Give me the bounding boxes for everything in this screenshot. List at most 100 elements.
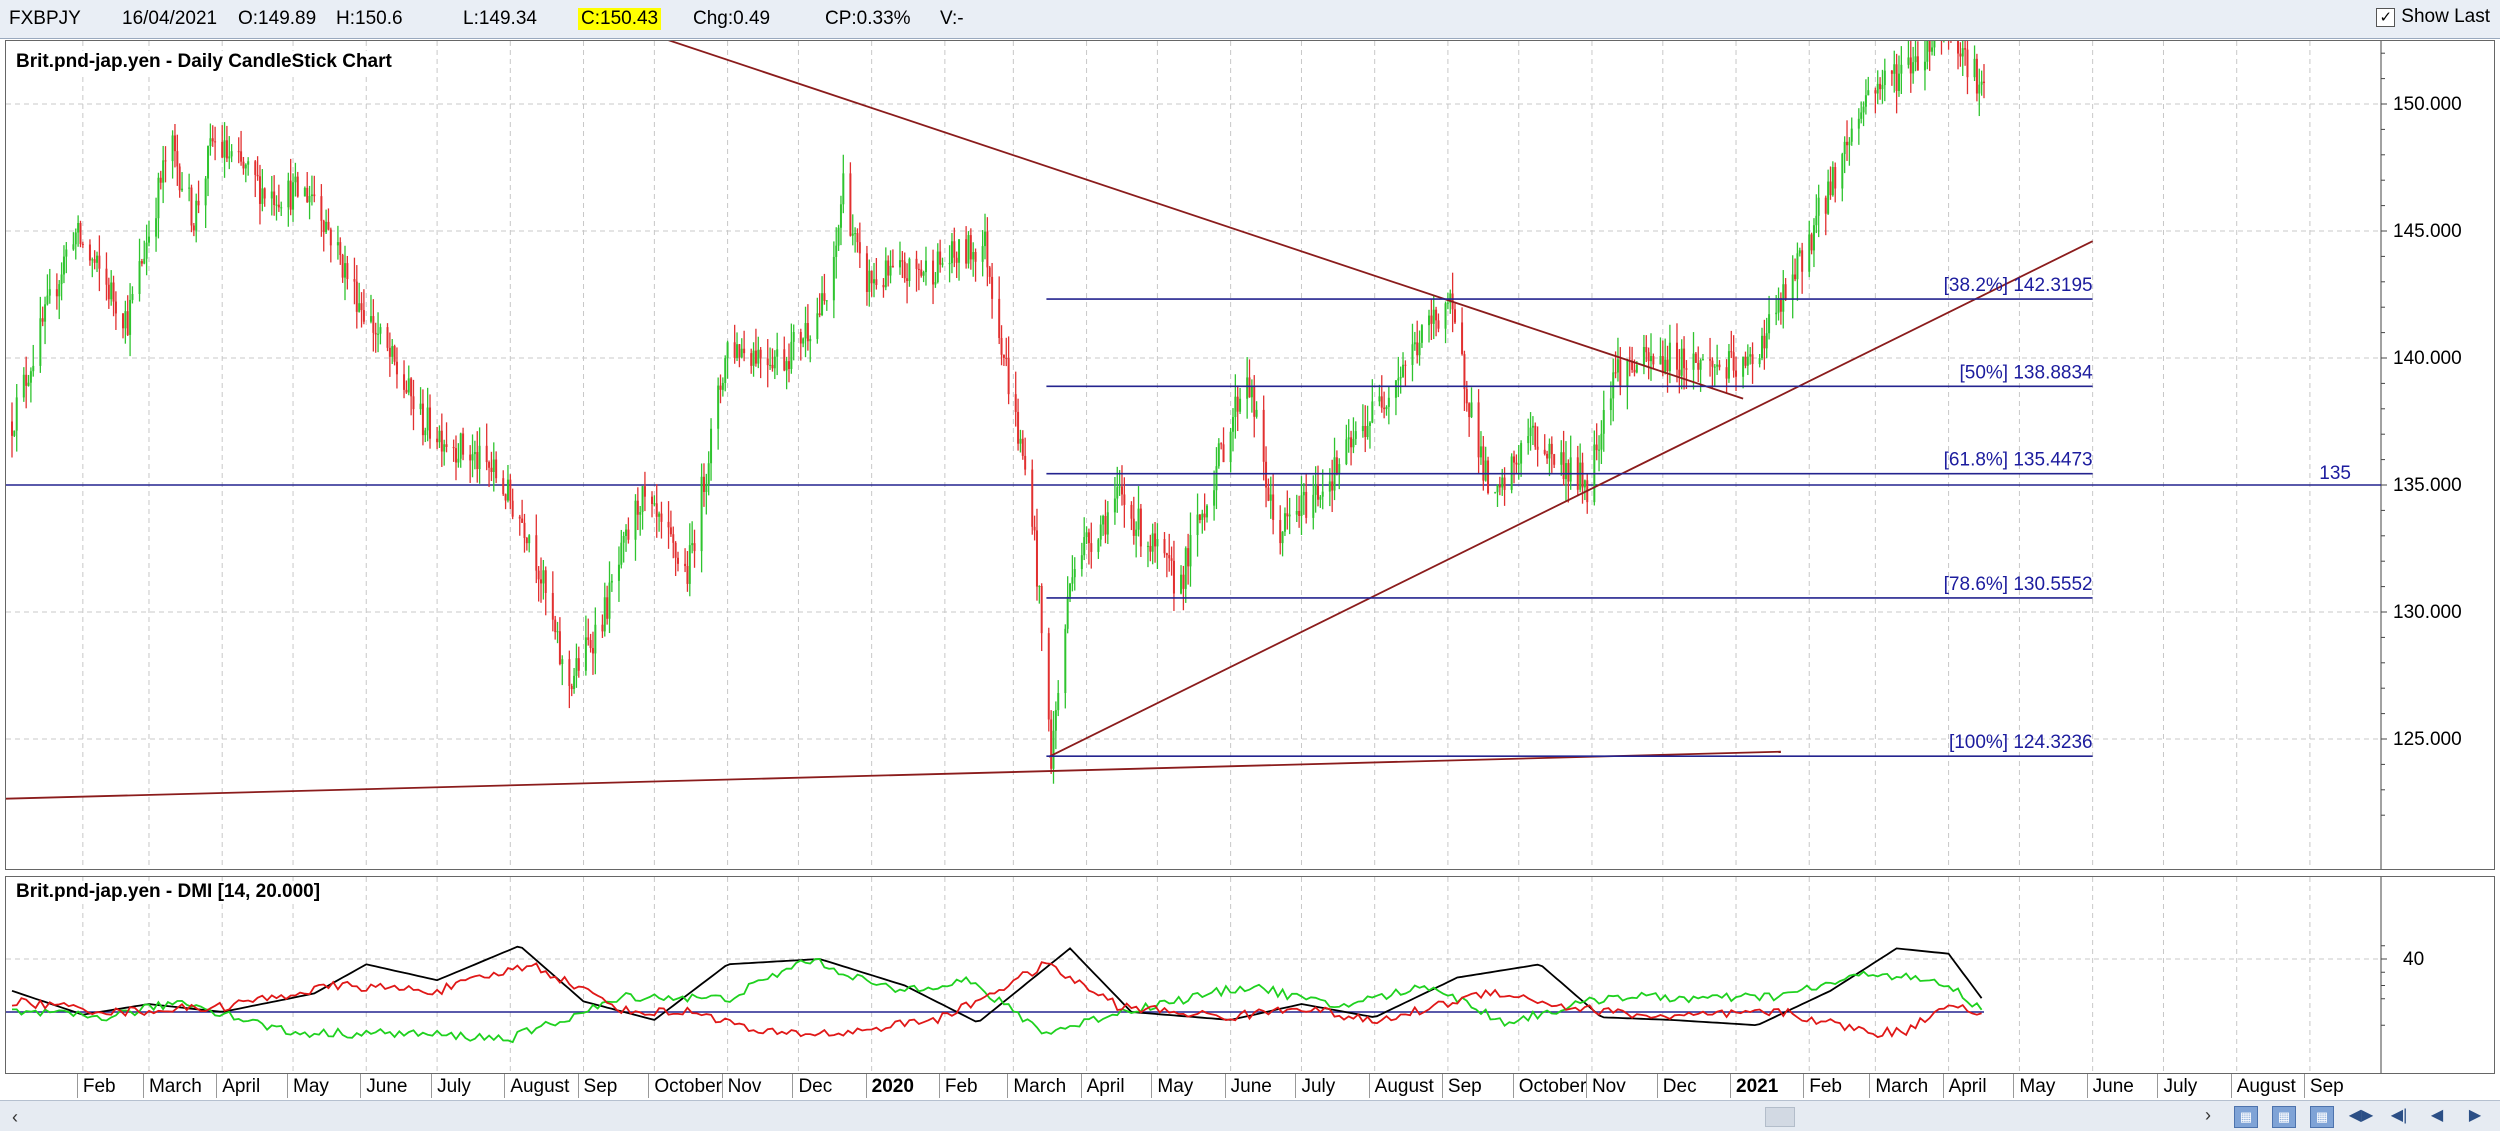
scroll-right-arrow-icon[interactable]: ›	[2205, 1105, 2211, 1125]
candle-body	[1527, 436, 1530, 444]
candle-body	[821, 293, 824, 316]
candle-body	[1262, 409, 1265, 462]
candle-body	[240, 151, 243, 162]
dmi-chart-title: Brit.pnd-jap.yen - DMI [14, 20.000]	[16, 881, 321, 903]
candle-body	[1567, 463, 1570, 482]
candle-body	[1149, 545, 1152, 552]
candle-body	[46, 295, 49, 305]
candle-body	[540, 579, 543, 584]
dmi-indicator-panel[interactable]: 40 Brit.pnd-jap.yen - DMI [14, 20.000]	[5, 876, 2495, 1074]
candle-body	[1926, 41, 1929, 62]
time-axis-tick	[504, 1074, 506, 1098]
candle-body	[1005, 357, 1008, 359]
candle-body	[1794, 274, 1797, 280]
scroll-back-icon[interactable]: ◀	[2430, 1107, 2444, 1124]
candle-body	[1002, 354, 1005, 358]
candle-body	[1843, 141, 1846, 155]
candle-body	[986, 231, 989, 268]
candle-body	[1371, 401, 1374, 423]
price-chart-panel[interactable]: 125.000 130.000 135.000 140.000 145.000 150.0…	[5, 40, 2495, 870]
candle-body	[972, 252, 975, 260]
candle-body	[1893, 64, 1896, 74]
candle-body	[1347, 437, 1350, 440]
candle-body	[44, 304, 47, 322]
candle-body	[1782, 284, 1785, 312]
candle-body	[1085, 532, 1088, 538]
candle-body	[29, 371, 32, 383]
candle-body	[1980, 81, 1983, 85]
time-axis-tick	[1295, 1074, 1297, 1098]
candle-body	[1118, 486, 1121, 488]
candle-body	[948, 263, 951, 265]
candle-body	[1666, 359, 1669, 372]
candle-body	[1668, 342, 1671, 372]
candle-body	[688, 545, 691, 584]
time-axis-tick	[865, 1074, 867, 1098]
scroll-start-icon[interactable]: ◀|	[2390, 1107, 2408, 1124]
candle-body	[1319, 496, 1322, 500]
candle-body	[865, 253, 868, 292]
volume-value: V:-	[940, 8, 964, 29]
candle-body	[445, 444, 448, 447]
candlestick-chart[interactable]: 125.000 130.000 135.000 140.000 145.000 150.0…	[6, 41, 2494, 869]
candle-body	[1170, 558, 1173, 561]
candle-body	[1768, 314, 1771, 334]
candle-body	[528, 535, 531, 544]
candle-body	[129, 299, 132, 335]
candle-body	[1675, 342, 1678, 370]
candle-body	[1335, 457, 1338, 475]
change-value: Chg:0.49	[693, 8, 771, 29]
candle-body	[1151, 533, 1154, 552]
candle-body	[1130, 504, 1133, 519]
show-last-toggle[interactable]: ✓ Show Last	[2376, 6, 2490, 28]
time-axis-month-label: Feb	[944, 1076, 978, 1097]
chart-tool-icon[interactable]: ▦	[2272, 1106, 2296, 1128]
candle-body	[1742, 356, 1745, 377]
candle-body	[915, 258, 918, 269]
candle-body	[950, 241, 953, 264]
scroll-both-icon[interactable]: ◀▶	[2348, 1107, 2374, 1124]
candle-body	[1437, 320, 1440, 329]
candle-body	[391, 346, 394, 357]
candle-body	[1080, 555, 1083, 570]
scroll-left-arrow-icon[interactable]: ‹	[12, 1107, 18, 1127]
candle-body	[1973, 58, 1976, 78]
candle-body	[1236, 396, 1239, 412]
chart-tool-icon[interactable]: ▦	[2234, 1106, 2258, 1128]
candle-body	[1758, 358, 1761, 365]
candle-body	[1054, 710, 1057, 731]
scroll-forward-icon[interactable]: ▶	[2468, 1107, 2482, 1124]
candle-body	[1484, 460, 1487, 481]
candle-body	[535, 535, 538, 571]
candle-body	[849, 173, 852, 236]
candle-body	[93, 259, 96, 263]
time-axis-month-label: Sep	[2309, 1076, 2344, 1097]
candle-body	[823, 293, 826, 301]
candle-body	[643, 486, 646, 497]
candle-body	[209, 138, 212, 147]
dmi-chart[interactable]: 40	[6, 877, 2494, 1073]
candle-body	[851, 233, 854, 236]
candle-body	[1453, 309, 1456, 323]
candle-body	[622, 536, 625, 543]
candle-body	[743, 348, 746, 354]
candle-body	[1626, 360, 1629, 387]
candle-body	[686, 566, 689, 584]
candle-body	[1685, 368, 1688, 370]
candle-body	[1366, 425, 1369, 438]
candle-body	[818, 313, 821, 316]
candle-body	[1631, 361, 1634, 370]
horizontal-scrollbar[interactable]: ‹ › ▦ ▦ ▦ ◀▶ ◀| ◀ ▶	[0, 1100, 2500, 1131]
show-last-checkbox[interactable]: ✓	[2376, 7, 2396, 27]
candle-body	[1801, 250, 1804, 272]
candle-body	[407, 378, 410, 393]
scroll-thumb[interactable]	[1765, 1107, 1795, 1127]
candle-body	[736, 344, 739, 358]
candle-body	[221, 141, 224, 158]
candle-body	[124, 311, 127, 329]
candle-body	[1798, 250, 1801, 254]
chart-tool-icon[interactable]: ▦	[2310, 1106, 2334, 1128]
candle-body	[721, 382, 724, 390]
candle-body	[1201, 513, 1204, 520]
candle-body	[471, 454, 474, 461]
